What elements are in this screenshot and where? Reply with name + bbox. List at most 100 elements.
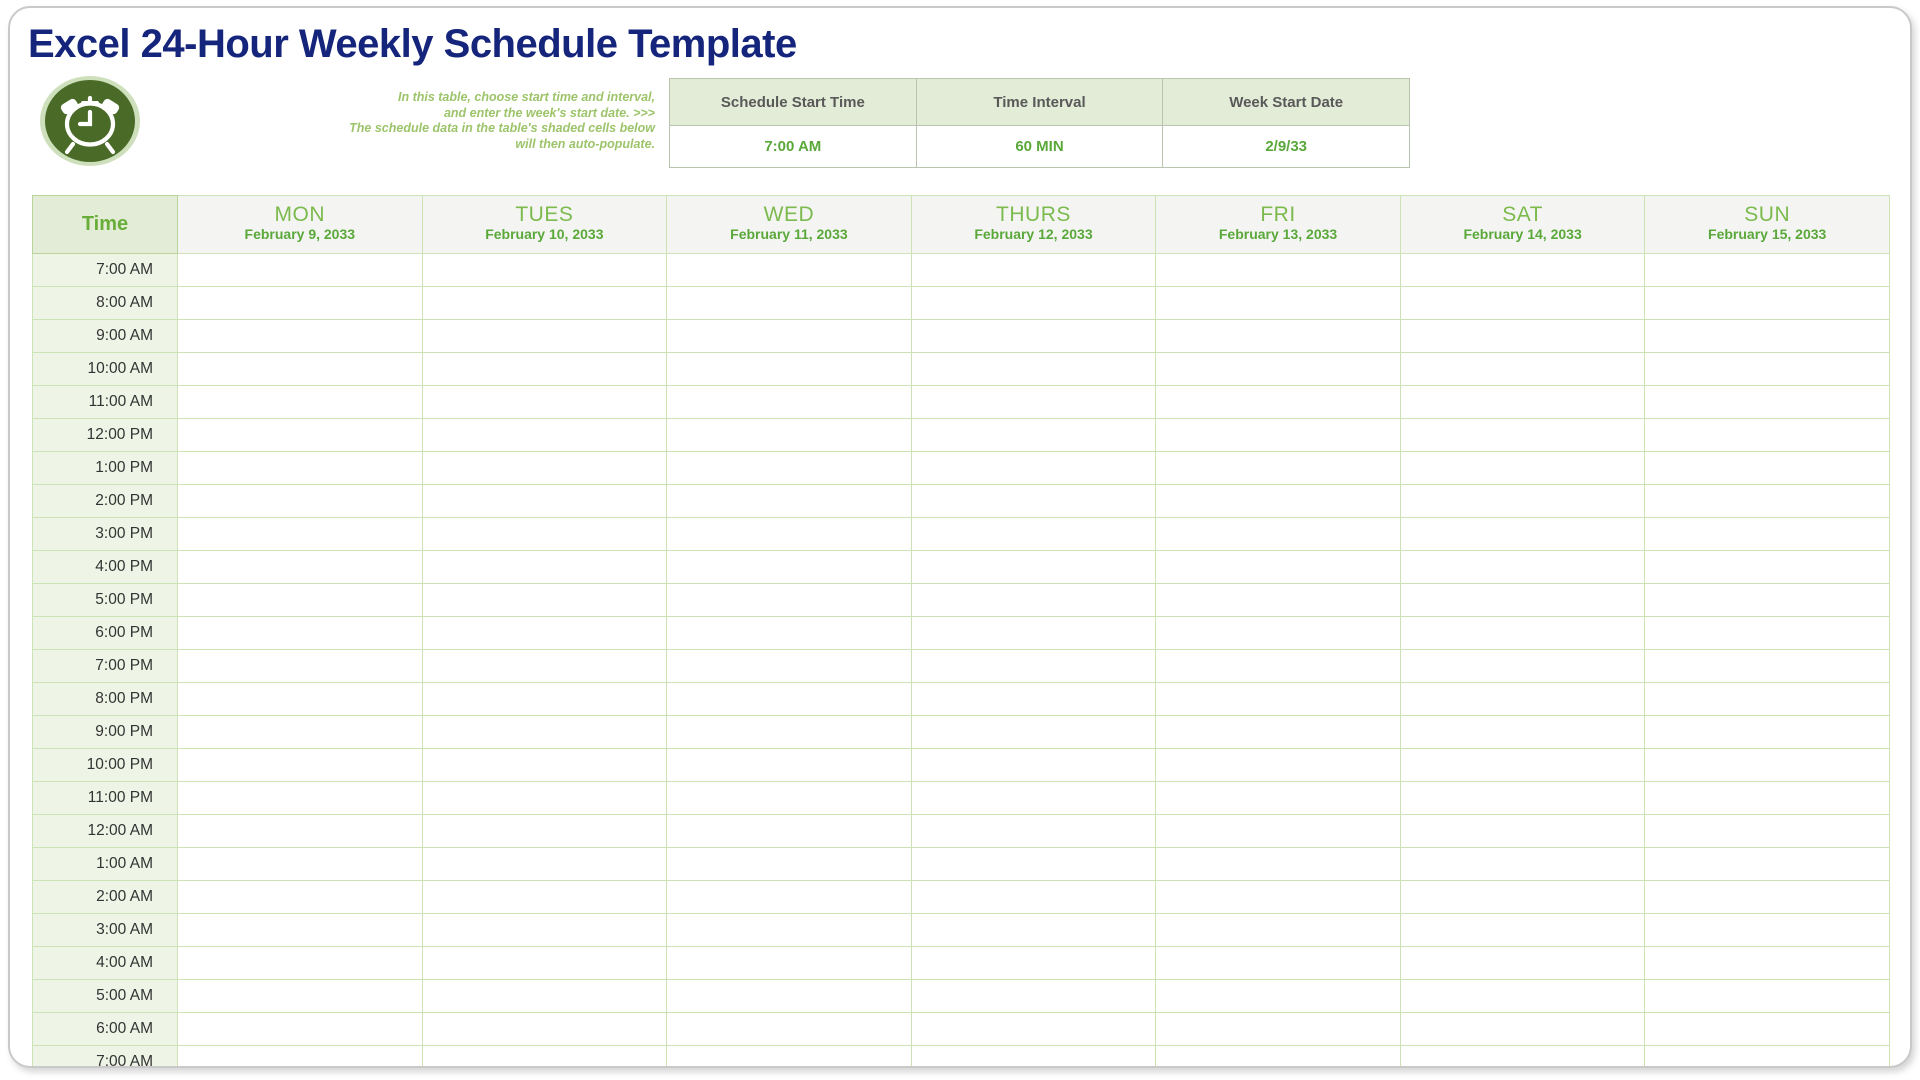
schedule-slot[interactable] (1155, 847, 1401, 881)
schedule-slot[interactable] (421, 583, 668, 617)
schedule-slot[interactable] (1399, 649, 1646, 683)
schedule-slot[interactable] (177, 253, 423, 287)
schedule-slot[interactable] (1155, 418, 1401, 452)
schedule-slot[interactable] (1399, 946, 1646, 980)
schedule-slot[interactable] (177, 286, 423, 320)
schedule-slot[interactable] (177, 979, 423, 1013)
schedule-slot[interactable] (1399, 517, 1646, 551)
schedule-slot[interactable] (1399, 715, 1646, 749)
schedule-slot[interactable] (1399, 385, 1646, 419)
schedule-slot[interactable] (1155, 451, 1401, 485)
schedule-slot[interactable] (666, 583, 912, 617)
schedule-slot[interactable] (1155, 583, 1401, 617)
schedule-slot[interactable] (1399, 847, 1646, 881)
schedule-slot[interactable] (910, 682, 1157, 716)
schedule-slot[interactable] (910, 748, 1157, 782)
schedule-slot[interactable] (910, 286, 1157, 320)
schedule-slot[interactable] (910, 715, 1157, 749)
schedule-slot[interactable] (1399, 583, 1646, 617)
schedule-slot[interactable] (1644, 715, 1890, 749)
schedule-slot[interactable] (177, 1012, 423, 1046)
schedule-slot[interactable] (1644, 616, 1890, 650)
schedule-slot[interactable] (177, 649, 423, 683)
schedule-slot[interactable] (666, 418, 912, 452)
schedule-slot[interactable] (1399, 550, 1646, 584)
schedule-slot[interactable] (421, 781, 668, 815)
schedule-slot[interactable] (1399, 352, 1646, 386)
schedule-slot[interactable] (1155, 385, 1401, 419)
schedule-slot[interactable] (1644, 814, 1890, 848)
schedule-slot[interactable] (177, 319, 423, 353)
schedule-slot[interactable] (177, 385, 423, 419)
schedule-slot[interactable] (1644, 418, 1890, 452)
schedule-slot[interactable] (421, 418, 668, 452)
schedule-slot[interactable] (666, 748, 912, 782)
schedule-slot[interactable] (1644, 946, 1890, 980)
schedule-slot[interactable] (1155, 319, 1401, 353)
schedule-slot[interactable] (666, 781, 912, 815)
schedule-slot[interactable] (910, 418, 1157, 452)
schedule-slot[interactable] (666, 451, 912, 485)
schedule-slot[interactable] (1399, 913, 1646, 947)
schedule-slot[interactable] (1155, 649, 1401, 683)
schedule-slot[interactable] (1644, 385, 1890, 419)
schedule-slot[interactable] (1399, 484, 1646, 518)
schedule-slot[interactable] (1644, 286, 1890, 320)
schedule-slot[interactable] (177, 550, 423, 584)
schedule-slot[interactable] (1399, 682, 1646, 716)
schedule-slot[interactable] (1155, 946, 1401, 980)
schedule-slot[interactable] (1399, 319, 1646, 353)
schedule-slot[interactable] (666, 550, 912, 584)
schedule-slot[interactable] (1644, 253, 1890, 287)
schedule-start-time-input[interactable]: 7:00 AM (670, 126, 916, 167)
schedule-slot[interactable] (177, 814, 423, 848)
schedule-slot[interactable] (421, 517, 668, 551)
schedule-slot[interactable] (910, 616, 1157, 650)
schedule-slot[interactable] (910, 847, 1157, 881)
schedule-slot[interactable] (1644, 1012, 1890, 1046)
schedule-slot[interactable] (421, 385, 668, 419)
schedule-slot[interactable] (1644, 748, 1890, 782)
schedule-slot[interactable] (666, 1045, 912, 1066)
schedule-slot[interactable] (1155, 682, 1401, 716)
schedule-slot[interactable] (910, 253, 1157, 287)
schedule-slot[interactable] (177, 781, 423, 815)
schedule-slot[interactable] (177, 748, 423, 782)
time-interval-input[interactable]: 60 MIN (916, 126, 1163, 167)
schedule-slot[interactable] (1644, 847, 1890, 881)
schedule-slot[interactable] (177, 451, 423, 485)
schedule-slot[interactable] (910, 517, 1157, 551)
schedule-slot[interactable] (666, 847, 912, 881)
schedule-slot[interactable] (177, 484, 423, 518)
schedule-slot[interactable] (1644, 517, 1890, 551)
schedule-slot[interactable] (177, 946, 423, 980)
schedule-slot[interactable] (1644, 451, 1890, 485)
schedule-slot[interactable] (666, 1012, 912, 1046)
schedule-slot[interactable] (421, 1045, 668, 1066)
schedule-slot[interactable] (910, 484, 1157, 518)
schedule-slot[interactable] (421, 616, 668, 650)
schedule-slot[interactable] (910, 814, 1157, 848)
schedule-slot[interactable] (1155, 286, 1401, 320)
schedule-slot[interactable] (177, 1045, 423, 1066)
schedule-slot[interactable] (1644, 913, 1890, 947)
schedule-slot[interactable] (1644, 649, 1890, 683)
schedule-slot[interactable] (177, 682, 423, 716)
schedule-slot[interactable] (1399, 814, 1646, 848)
schedule-slot[interactable] (1155, 781, 1401, 815)
schedule-slot[interactable] (666, 979, 912, 1013)
schedule-slot[interactable] (1399, 253, 1646, 287)
schedule-slot[interactable] (1155, 1045, 1401, 1066)
schedule-slot[interactable] (910, 649, 1157, 683)
schedule-slot[interactable] (421, 451, 668, 485)
schedule-slot[interactable] (1155, 913, 1401, 947)
schedule-slot[interactable] (177, 517, 423, 551)
schedule-slot[interactable] (910, 352, 1157, 386)
schedule-slot[interactable] (421, 319, 668, 353)
schedule-slot[interactable] (177, 352, 423, 386)
schedule-slot[interactable] (1399, 616, 1646, 650)
schedule-slot[interactable] (666, 352, 912, 386)
schedule-slot[interactable] (666, 616, 912, 650)
schedule-slot[interactable] (910, 1045, 1157, 1066)
schedule-slot[interactable] (666, 715, 912, 749)
